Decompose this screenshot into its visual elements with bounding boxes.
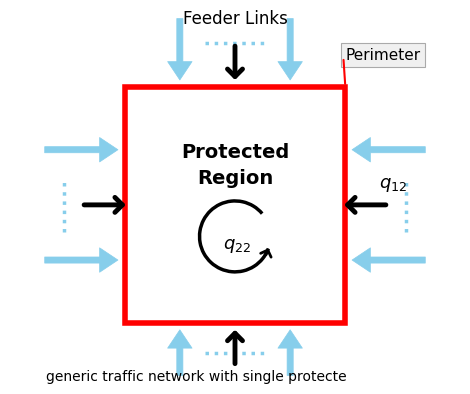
- Text: Feeder Links: Feeder Links: [182, 10, 288, 28]
- Bar: [125, 87, 345, 323]
- Text: Perimeter: Perimeter: [345, 48, 421, 63]
- Text: $q_{12}$: $q_{12}$: [379, 176, 407, 194]
- Text: $q_{22}$: $q_{22}$: [223, 237, 251, 255]
- Text: Protected
Region: Protected Region: [181, 143, 289, 188]
- Text: generic traffic network with single protecte: generic traffic network with single prot…: [46, 370, 346, 384]
